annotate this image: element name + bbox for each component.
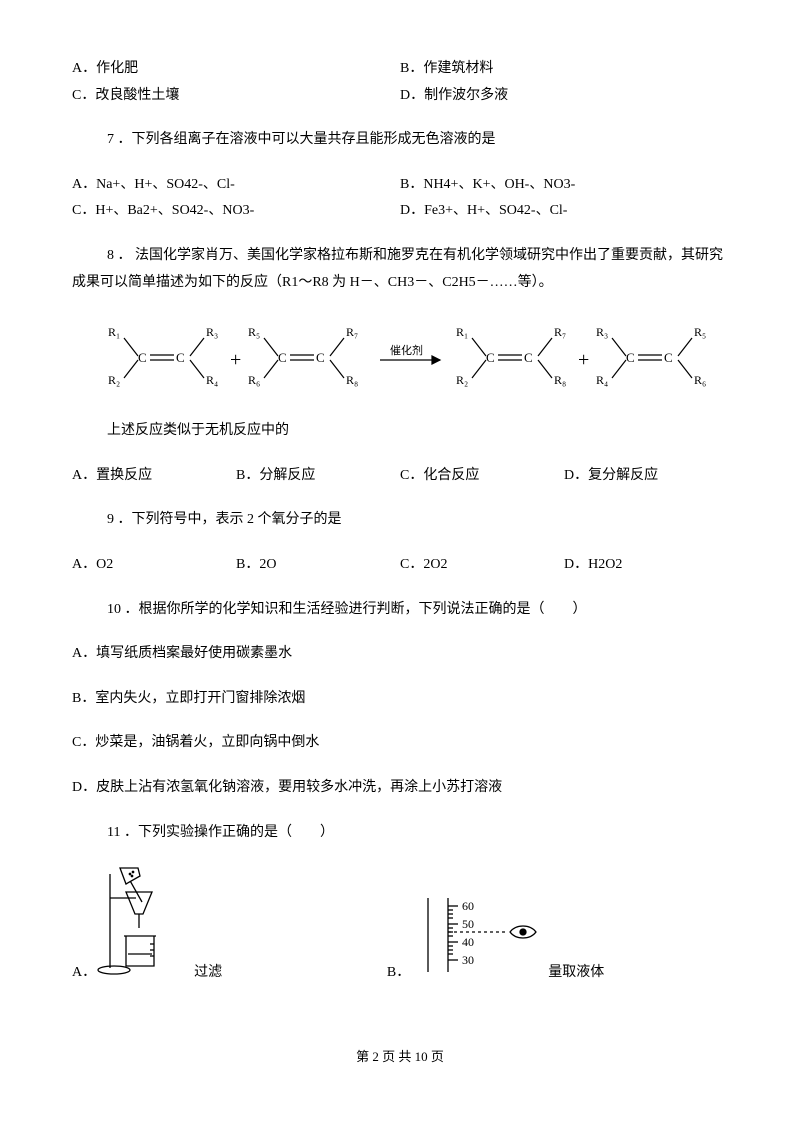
q9-option-a: A．O2 (72, 552, 236, 579)
q11-stem: 11 ．下列实验操作正确的是（ ） (72, 820, 728, 847)
svg-text:R₁: R₁ (456, 325, 468, 339)
q7-option-c: C．H+、Ba2+、SO42-、NO3- (72, 198, 400, 225)
q6-option-c: C．改良酸性土壤 (72, 83, 400, 110)
svg-text:+: + (230, 349, 241, 371)
q6-option-a: A．作化肥 (72, 56, 400, 83)
svg-text:R₈: R₈ (346, 373, 358, 387)
q9-stem: 9 ．下列符号中，表示 2 个氧分子的是 (72, 507, 728, 534)
svg-text:R₃: R₃ (206, 325, 218, 339)
svg-text:30: 30 (462, 953, 474, 967)
question-8: 8 ． 法国化学家肖万、美国化学家格拉布斯和施罗克在有机化学领域研究中作出了重要… (72, 243, 728, 296)
q11-options-row: A． (72, 866, 728, 987)
q11-option-a: A． (72, 866, 387, 987)
question-7: 7 ．下列各组离子在溶液中可以大量共存且能形成无色溶液的是 (72, 127, 728, 154)
q6-option-d: D．制作波尔多液 (400, 83, 728, 110)
q7-option-b: B．NH4+、K+、OH-、NO3- (400, 172, 728, 199)
svg-text:40: 40 (462, 935, 474, 949)
svg-text:60: 60 (462, 899, 474, 913)
q8-options: A．置换反应 B．分解反应 C．化合反应 D．复分解反应 (72, 463, 728, 490)
q9-options: A．O2 B．2O C．2O2 D．H2O2 (72, 552, 728, 579)
q7-option-a: A．Na+、H+、SO42-、Cl- (72, 172, 400, 199)
q10-stem: 10 ．根据你所学的化学知识和生活经验进行判断，下列说法正确的是（ ） (72, 597, 728, 624)
svg-text:C: C (626, 350, 635, 365)
svg-text:R₂: R₂ (456, 373, 468, 387)
q11-b-label: 量取液体 (548, 960, 604, 987)
q6-option-b: B．作建筑材料 (400, 56, 728, 83)
q8-option-d: D．复分解反应 (564, 463, 728, 490)
q8-option-c: C．化合反应 (400, 463, 564, 490)
svg-text:R₈: R₈ (554, 373, 566, 387)
svg-text:R₇: R₇ (554, 325, 566, 339)
question-11: 11 ．下列实验操作正确的是（ ） (72, 820, 728, 847)
svg-text:R₇: R₇ (346, 325, 358, 339)
q8-option-b: B．分解反应 (236, 463, 400, 490)
q10-option-d: D．皮肤上沾有浓氢氧化钠溶液，要用较多水冲洗，再涂上小苏打溶液 (72, 775, 728, 802)
svg-text:R₃: R₃ (596, 325, 608, 339)
svg-text:R₆: R₆ (694, 373, 706, 387)
svg-text:R₂: R₂ (108, 373, 120, 387)
q9-option-d: D．H2O2 (564, 552, 728, 579)
q8-stem2: 上述反应类似于无机反应中的 (72, 418, 728, 445)
svg-text:R₄: R₄ (596, 373, 608, 387)
svg-text:C: C (138, 350, 147, 365)
svg-text:+: + (578, 349, 589, 371)
q11-a-prefix: A． (72, 960, 96, 987)
page-footer: 第 2 页 共 10 页 (72, 1045, 728, 1110)
svg-text:C: C (278, 350, 287, 365)
q10-option-a: A．填写纸质档案最好使用碳素墨水 (72, 641, 728, 668)
svg-text:R₄: R₄ (206, 373, 218, 387)
q9-option-b: B．2O (236, 552, 400, 579)
q11-a-label: 过滤 (194, 960, 222, 987)
q11-b-prefix: B． (387, 960, 410, 987)
q9-option-c: C．2O2 (400, 552, 564, 579)
svg-text:C: C (316, 350, 325, 365)
svg-text:50: 50 (462, 917, 474, 931)
svg-text:C: C (524, 350, 533, 365)
question-9: 9 ．下列符号中，表示 2 个氧分子的是 (72, 507, 728, 534)
svg-text:R₅: R₅ (694, 325, 706, 339)
q7-option-d: D．Fe3+、H+、SO42-、Cl- (400, 198, 728, 225)
page-content: A．作化肥 B．作建筑材料 C．改良酸性土壤 D．制作波尔多液 7 ．下列各组离… (0, 0, 800, 1109)
svg-text:R₁: R₁ (108, 325, 120, 339)
q10-option-b: B．室内失火，立即打开门窗排除浓烟 (72, 686, 728, 713)
q7-stem: 7 ．下列各组离子在溶液中可以大量共存且能形成无色溶液的是 (72, 127, 728, 154)
filtration-icon (96, 866, 186, 987)
q10-option-c: C．炒菜是，油锅着火，立即向锅中倒水 (72, 730, 728, 757)
q7-options: A．Na+、H+、SO42-、Cl- B．NH4+、K+、OH-、NO3- C．… (72, 172, 728, 225)
svg-text:C: C (176, 350, 185, 365)
q11-option-b: B． 60 50 40 30 (387, 896, 728, 987)
svg-text:R₆: R₆ (248, 373, 260, 387)
q8-reaction-diagram: R₁ R₂ C C R₃ R₄ + R₅ R₆ C C (102, 318, 728, 408)
question-10: 10 ．根据你所学的化学知识和生活经验进行判断，下列说法正确的是（ ） (72, 597, 728, 624)
q6-options: A．作化肥 B．作建筑材料 C．改良酸性土壤 D．制作波尔多液 (72, 56, 728, 109)
svg-text:C: C (664, 350, 673, 365)
q8-stem: 8 ． 法国化学家肖万、美国化学家格拉布斯和施罗克在有机化学领域研究中作出了重要… (72, 243, 728, 296)
q8-option-a: A．置换反应 (72, 463, 236, 490)
catalyst-label: 催化剂 (390, 343, 423, 357)
svg-text:R₅: R₅ (248, 325, 260, 339)
svg-text:C: C (486, 350, 495, 365)
measuring-cylinder-icon: 60 50 40 30 (410, 896, 540, 987)
